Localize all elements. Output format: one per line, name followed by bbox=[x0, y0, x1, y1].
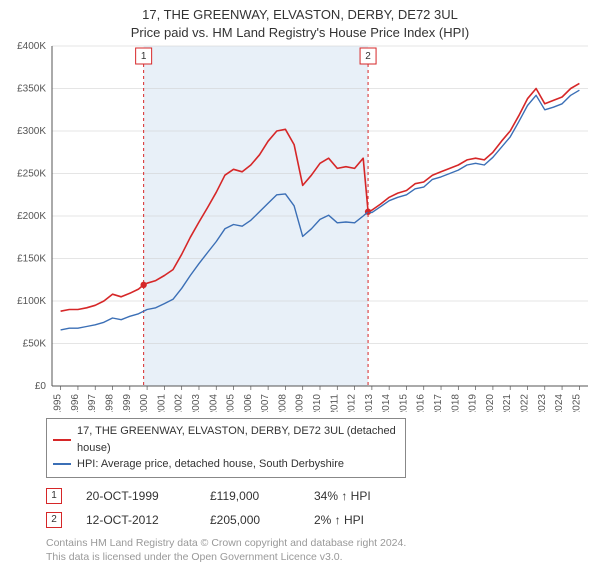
sale-row: 2 12-OCT-2012 £205,000 2% ↑ HPI bbox=[46, 512, 586, 528]
legend-label: 17, THE GREENWAY, ELVASTON, DERBY, DE72 … bbox=[77, 423, 399, 456]
svg-text:2012: 2012 bbox=[347, 394, 358, 412]
sale-date: 20-OCT-1999 bbox=[86, 489, 186, 503]
svg-text:2007: 2007 bbox=[260, 394, 271, 412]
svg-text:1997: 1997 bbox=[87, 394, 98, 412]
svg-text:2011: 2011 bbox=[329, 394, 340, 412]
legend-row: 17, THE GREENWAY, ELVASTON, DERBY, DE72 … bbox=[53, 423, 399, 456]
sale-vs-hpi: 34% ↑ HPI bbox=[314, 489, 404, 503]
svg-text:2025: 2025 bbox=[571, 394, 582, 412]
chart-title: 17, THE GREENWAY, ELVASTON, DERBY, DE72 … bbox=[0, 0, 600, 41]
svg-text:2000: 2000 bbox=[139, 394, 150, 412]
chart-area: £0 £50K £100K £150K £200K £250K £300K £350K £400… bbox=[0, 42, 600, 412]
legend-row: HPI: Average price, detached house, Sout… bbox=[53, 456, 399, 473]
sale-price: £205,000 bbox=[210, 513, 290, 527]
sale-badge: 1 bbox=[46, 488, 62, 504]
footnote-line2: This data is licensed under the Open Gov… bbox=[46, 550, 586, 565]
svg-text:1998: 1998 bbox=[105, 394, 116, 412]
sale-date: 12-OCT-2012 bbox=[86, 513, 186, 527]
svg-text:2024: 2024 bbox=[554, 394, 565, 412]
legend: 17, THE GREENWAY, ELVASTON, DERBY, DE72 … bbox=[46, 418, 406, 478]
svg-text:2005: 2005 bbox=[226, 394, 237, 412]
svg-text:£300K: £300K bbox=[17, 126, 46, 137]
svg-text:2: 2 bbox=[365, 51, 371, 62]
legend-swatch bbox=[53, 439, 71, 441]
footnote-line1: Contains HM Land Registry data © Crown c… bbox=[46, 536, 586, 551]
svg-text:2022: 2022 bbox=[519, 394, 530, 412]
svg-text:2001: 2001 bbox=[156, 394, 167, 412]
svg-text:£0: £0 bbox=[35, 381, 47, 392]
svg-text:£200K: £200K bbox=[17, 211, 46, 222]
svg-text:2016: 2016 bbox=[416, 394, 427, 412]
svg-text:1: 1 bbox=[141, 51, 147, 62]
svg-text:1996: 1996 bbox=[70, 394, 81, 412]
svg-text:2015: 2015 bbox=[398, 394, 409, 412]
legend-swatch bbox=[53, 463, 71, 465]
svg-text:2003: 2003 bbox=[191, 394, 202, 412]
svg-text:2019: 2019 bbox=[468, 394, 479, 412]
sale-row: 1 20-OCT-1999 £119,000 34% ↑ HPI bbox=[46, 488, 586, 504]
svg-text:£400K: £400K bbox=[17, 42, 46, 52]
svg-text:2018: 2018 bbox=[450, 394, 461, 412]
svg-text:£100K: £100K bbox=[17, 296, 46, 307]
svg-text:1999: 1999 bbox=[122, 394, 133, 412]
svg-text:2009: 2009 bbox=[295, 394, 306, 412]
sale-price: £119,000 bbox=[210, 489, 290, 503]
svg-text:£50K: £50K bbox=[23, 339, 47, 350]
sale-vs-hpi: 2% ↑ HPI bbox=[314, 513, 404, 527]
svg-text:2008: 2008 bbox=[277, 394, 288, 412]
svg-text:2014: 2014 bbox=[381, 394, 392, 412]
svg-text:2023: 2023 bbox=[537, 394, 548, 412]
sale-badge: 2 bbox=[46, 512, 62, 528]
svg-text:1995: 1995 bbox=[53, 394, 64, 412]
svg-text:2020: 2020 bbox=[485, 394, 496, 412]
legend-label: HPI: Average price, detached house, Sout… bbox=[77, 456, 344, 473]
svg-text:£150K: £150K bbox=[17, 254, 46, 265]
svg-text:2010: 2010 bbox=[312, 394, 323, 412]
line-chart: £0 £50K £100K £150K £200K £250K £300K £350K £400… bbox=[0, 42, 600, 412]
title-line1: 17, THE GREENWAY, ELVASTON, DERBY, DE72 … bbox=[0, 6, 600, 24]
svg-text:£250K: £250K bbox=[17, 169, 46, 180]
svg-text:2017: 2017 bbox=[433, 394, 444, 412]
svg-text:2002: 2002 bbox=[174, 394, 185, 412]
svg-text:2021: 2021 bbox=[502, 394, 513, 412]
title-line2: Price paid vs. HM Land Registry's House … bbox=[0, 24, 600, 42]
footnote: Contains HM Land Registry data © Crown c… bbox=[46, 536, 586, 565]
svg-text:2006: 2006 bbox=[243, 394, 254, 412]
svg-text:2013: 2013 bbox=[364, 394, 375, 412]
svg-text:2004: 2004 bbox=[208, 394, 219, 412]
svg-text:£350K: £350K bbox=[17, 84, 46, 95]
sale-markers-list: 1 20-OCT-1999 £119,000 34% ↑ HPI 2 12-OCT-201… bbox=[46, 488, 586, 528]
